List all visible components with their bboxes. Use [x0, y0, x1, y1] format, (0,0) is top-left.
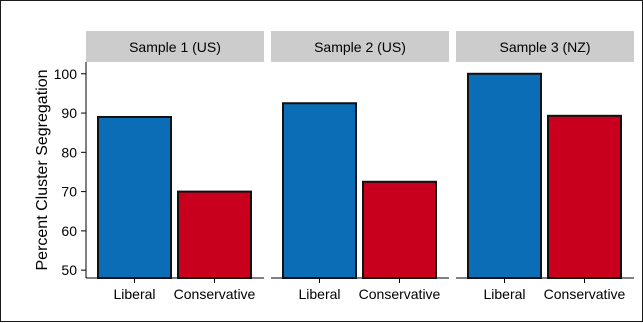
y-tick-label: 50 — [61, 262, 77, 278]
y-tick-label: 100 — [54, 66, 78, 82]
panel-strip — [271, 31, 449, 62]
y-axis-title: Percent Cluster Segregation — [34, 70, 51, 271]
x-tick-label: Conservative — [544, 286, 626, 302]
panel-strip — [86, 31, 264, 62]
bar-liberal — [97, 115, 172, 280]
bar-conservative — [547, 114, 622, 279]
x-tick-label: Liberal — [298, 286, 340, 302]
bar-liberal — [282, 102, 357, 280]
bar-conservative — [177, 190, 252, 280]
x-tick-label: Conservative — [359, 286, 441, 302]
panel-title: Sample 1 (US) — [129, 39, 221, 55]
x-tick-label: Liberal — [483, 286, 525, 302]
panel-title: Sample 3 (NZ) — [499, 39, 590, 55]
y-tick-label: 90 — [61, 105, 77, 121]
bar-conservative — [362, 180, 437, 279]
x-tick-label: Conservative — [174, 286, 256, 302]
y-tick-label: 60 — [61, 223, 77, 239]
x-tick-label: Liberal — [113, 286, 155, 302]
panel-title: Sample 2 (US) — [314, 39, 406, 55]
y-tick-label: 80 — [61, 144, 77, 160]
y-tick-label: 70 — [61, 184, 77, 200]
panel-strip — [456, 31, 634, 62]
bar-liberal — [467, 72, 542, 279]
